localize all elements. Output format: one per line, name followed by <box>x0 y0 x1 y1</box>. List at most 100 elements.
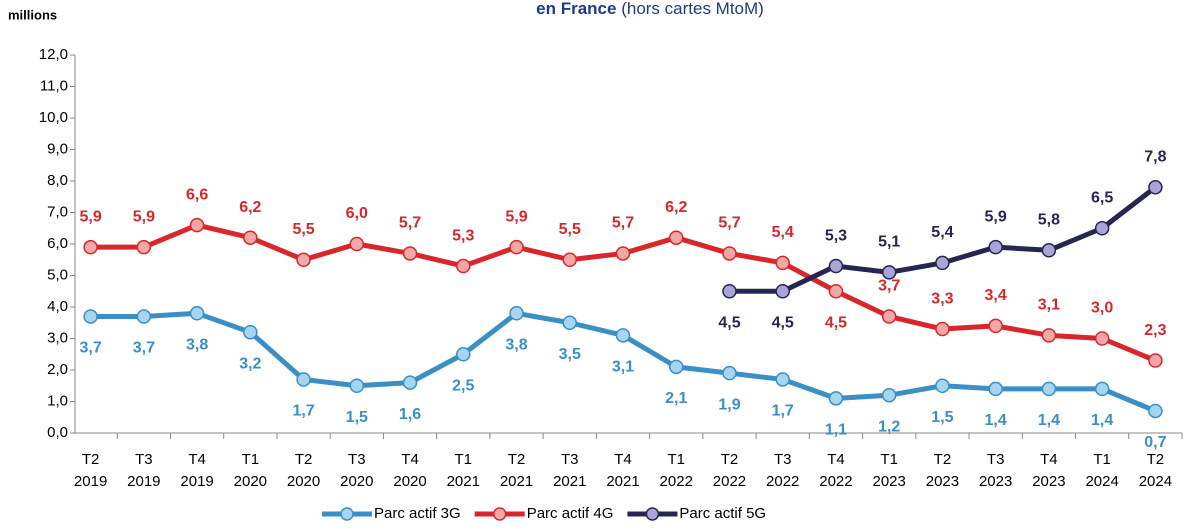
value-label: 5,9 <box>985 208 1007 225</box>
marker <box>189 306 205 321</box>
marker <box>615 328 631 343</box>
value-label: 3,7 <box>133 340 155 357</box>
marker <box>1041 381 1057 397</box>
marker <box>136 239 152 255</box>
value-label: 7,8 <box>1144 149 1166 166</box>
x-tick-label: T4 2023 <box>1032 451 1065 490</box>
value-label: 6,0 <box>346 205 368 222</box>
x-tick-label: T1 2022 <box>660 451 693 490</box>
x-tick-label: T1 2020 <box>234 451 267 490</box>
chart-title: en France (hors cartes MtoM) <box>536 0 764 18</box>
x-tick-label: T4 2021 <box>606 451 639 490</box>
marker <box>83 239 98 255</box>
marker <box>1148 403 1163 419</box>
marker <box>1041 328 1057 343</box>
value-label: 5,8 <box>1038 212 1060 229</box>
x-tick-label: T3 2023 <box>979 451 1012 490</box>
y-tick-label: 3,0 <box>47 329 68 346</box>
marker <box>988 239 1003 255</box>
marker <box>562 315 578 330</box>
value-label: 3,4 <box>985 287 1007 304</box>
value-label: 1,7 <box>292 403 314 420</box>
y-tick-label: 10,0 <box>39 109 68 126</box>
value-label: 3,1 <box>1038 297 1060 314</box>
marker <box>243 230 258 245</box>
marker <box>775 284 790 299</box>
value-label: 5,9 <box>505 208 527 225</box>
marker <box>722 365 737 381</box>
marker <box>296 372 311 387</box>
y-tick-label: 7,0 <box>47 203 68 220</box>
marker <box>349 236 365 252</box>
value-label: 6,6 <box>186 186 208 203</box>
x-tick-label: T2 2024 <box>1139 451 1172 490</box>
marker <box>296 252 311 267</box>
x-tick-label: T2 2022 <box>713 451 746 490</box>
marker <box>1094 381 1110 397</box>
value-label: 3,7 <box>79 340 101 357</box>
value-label: 4,5 <box>825 314 847 331</box>
x-tick-label: T1 2024 <box>1085 451 1118 490</box>
marker <box>456 347 471 362</box>
value-label: 2,5 <box>452 377 474 394</box>
value-label: 4,5 <box>772 314 794 331</box>
marker <box>562 252 578 267</box>
title-bold: en France <box>536 0 616 18</box>
marker <box>775 255 790 271</box>
marker <box>828 284 844 299</box>
value-label: 5,9 <box>79 208 101 225</box>
x-tick-label: T2 2023 <box>926 451 959 490</box>
marker <box>988 318 1003 334</box>
marker <box>509 239 524 255</box>
y-tick-label: 9,0 <box>47 140 68 157</box>
marker <box>935 255 950 271</box>
marker <box>402 375 418 390</box>
value-label: 5,9 <box>133 208 155 225</box>
y-tick-label: 5,0 <box>47 266 68 283</box>
value-label: 3,2 <box>239 355 261 372</box>
legend-marker <box>492 507 507 521</box>
marker <box>1094 221 1110 236</box>
y-tick-label: 2,0 <box>47 361 68 378</box>
marker <box>881 309 897 324</box>
value-label: 1,2 <box>878 418 900 435</box>
value-label: 5,1 <box>878 234 900 251</box>
marker <box>828 258 844 274</box>
legend-label: Parc actif 5G <box>679 505 766 522</box>
value-label: 2,1 <box>665 390 687 407</box>
marker <box>509 306 524 321</box>
marker <box>668 359 684 375</box>
value-label: 1,5 <box>931 409 953 426</box>
x-tick-label: T3 2021 <box>553 451 586 490</box>
value-label: 3,5 <box>559 346 581 363</box>
value-label: 5,3 <box>825 227 847 244</box>
value-label: 5,4 <box>931 224 953 241</box>
value-label: 0,7 <box>1144 434 1166 451</box>
marker <box>1094 331 1110 346</box>
marker <box>881 265 897 280</box>
marker <box>615 246 631 261</box>
y-tick-label: 11,0 <box>40 77 68 94</box>
value-label: 5,5 <box>559 221 581 238</box>
x-tick-label: T4 2019 <box>180 451 213 490</box>
y-tick-label: 8,0 <box>47 172 68 189</box>
value-label: 3,1 <box>612 359 634 376</box>
legend-marker <box>340 507 354 521</box>
value-label: 6,5 <box>1091 189 1113 206</box>
x-tick-label: T3 2022 <box>766 451 799 490</box>
value-label: 5,5 <box>292 221 314 238</box>
marker <box>456 258 471 274</box>
value-label: 3,3 <box>931 290 953 307</box>
marker <box>83 309 98 324</box>
legend-label: Parc actif 3G <box>374 505 461 522</box>
x-tick-label: T4 2020 <box>393 451 426 490</box>
y-tick-label: 12,0 <box>39 46 68 63</box>
marker <box>136 309 152 324</box>
title-rest: (hors cartes MtoM) <box>621 0 764 18</box>
x-tick-label: T1 2021 <box>447 451 480 490</box>
value-label: 3,0 <box>1091 300 1113 317</box>
x-tick-label: T2 2020 <box>287 451 320 490</box>
marker <box>349 378 365 393</box>
value-label: 5,7 <box>612 215 634 232</box>
value-label: 1,4 <box>1038 412 1060 429</box>
